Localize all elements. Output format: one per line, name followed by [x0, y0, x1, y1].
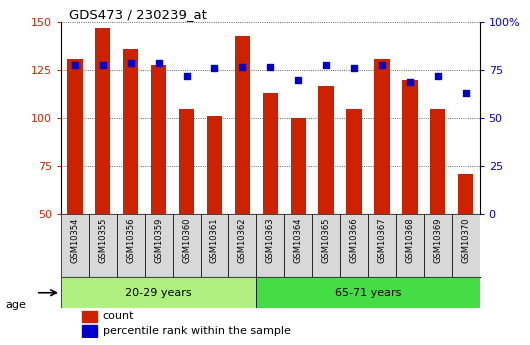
Text: GSM10362: GSM10362 — [238, 217, 247, 263]
Text: GSM10368: GSM10368 — [405, 217, 414, 263]
Text: count: count — [103, 311, 134, 321]
Text: 20-29 years: 20-29 years — [125, 288, 192, 298]
Point — [266, 64, 275, 69]
Point — [127, 60, 135, 66]
Text: GSM10367: GSM10367 — [377, 217, 386, 263]
Text: 65-71 years: 65-71 years — [335, 288, 401, 298]
Text: GSM10354: GSM10354 — [70, 217, 80, 263]
Text: GSM10364: GSM10364 — [294, 217, 303, 263]
Bar — [82, 310, 96, 322]
FancyBboxPatch shape — [89, 214, 117, 277]
Bar — [458, 174, 473, 214]
Bar — [151, 65, 166, 214]
Text: age: age — [5, 300, 26, 310]
Text: GSM10359: GSM10359 — [154, 217, 163, 263]
FancyBboxPatch shape — [145, 214, 173, 277]
Text: GSM10363: GSM10363 — [266, 217, 275, 263]
Text: GDS473 / 230239_at: GDS473 / 230239_at — [69, 8, 207, 21]
Bar — [123, 49, 138, 214]
Text: GSM10370: GSM10370 — [461, 217, 470, 263]
FancyBboxPatch shape — [228, 214, 257, 277]
FancyBboxPatch shape — [368, 214, 396, 277]
Text: GSM10369: GSM10369 — [434, 217, 442, 263]
Point — [154, 60, 163, 66]
FancyBboxPatch shape — [396, 214, 424, 277]
FancyBboxPatch shape — [312, 214, 340, 277]
FancyBboxPatch shape — [340, 214, 368, 277]
Text: GSM10356: GSM10356 — [126, 217, 135, 263]
Bar — [257, 277, 480, 308]
Point — [182, 73, 191, 79]
Point — [238, 64, 246, 69]
Bar — [290, 118, 306, 214]
Text: GSM10365: GSM10365 — [322, 217, 331, 263]
Bar — [179, 109, 194, 214]
Bar — [207, 116, 222, 214]
Bar — [430, 109, 445, 214]
Bar — [402, 80, 418, 214]
Text: GSM10360: GSM10360 — [182, 217, 191, 263]
Bar — [347, 109, 361, 214]
Point — [322, 62, 330, 67]
FancyBboxPatch shape — [117, 214, 145, 277]
FancyBboxPatch shape — [173, 214, 200, 277]
FancyBboxPatch shape — [452, 214, 480, 277]
FancyBboxPatch shape — [424, 214, 452, 277]
Point — [405, 79, 414, 85]
Bar — [61, 277, 257, 308]
Point — [210, 66, 219, 71]
Bar — [263, 93, 278, 214]
Point — [350, 66, 358, 71]
Bar — [235, 36, 250, 214]
Bar — [374, 59, 390, 214]
FancyBboxPatch shape — [61, 214, 89, 277]
Bar — [67, 59, 83, 214]
FancyBboxPatch shape — [257, 214, 284, 277]
Point — [294, 77, 303, 83]
Text: GSM10355: GSM10355 — [99, 217, 107, 263]
Text: GSM10366: GSM10366 — [350, 217, 358, 263]
Point — [99, 62, 107, 67]
Text: GSM10361: GSM10361 — [210, 217, 219, 263]
Point — [462, 91, 470, 96]
FancyBboxPatch shape — [284, 214, 312, 277]
Point — [434, 73, 442, 79]
FancyBboxPatch shape — [200, 214, 228, 277]
Bar — [82, 325, 96, 337]
Bar — [319, 86, 334, 214]
Point — [70, 62, 79, 67]
Bar — [95, 28, 110, 214]
Text: percentile rank within the sample: percentile rank within the sample — [103, 326, 290, 336]
Point — [378, 62, 386, 67]
